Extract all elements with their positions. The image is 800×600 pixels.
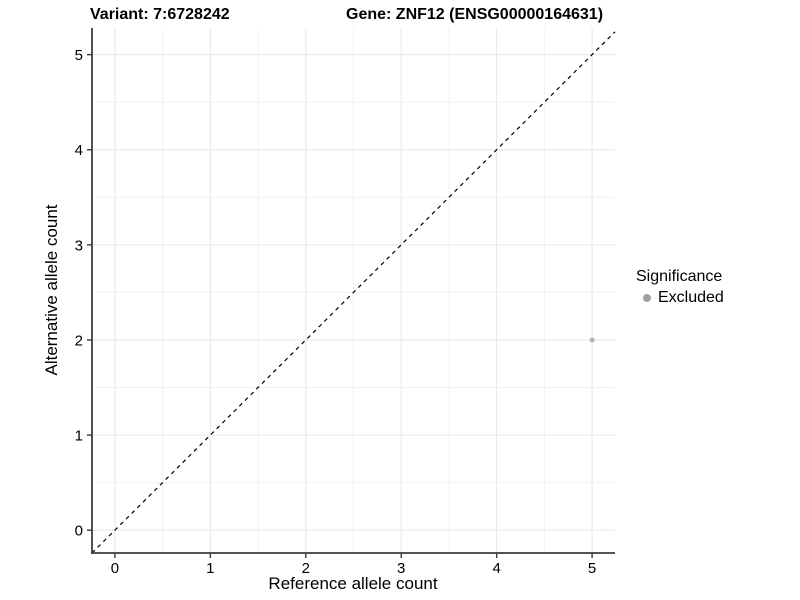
y-tick-label: 0 bbox=[75, 523, 83, 540]
x-axis-title: Reference allele count bbox=[268, 574, 438, 593]
legend-item-excluded: Excluded bbox=[636, 289, 724, 307]
y-tick-label: 3 bbox=[75, 237, 83, 254]
x-tick-label: 1 bbox=[206, 560, 214, 577]
legend-key bbox=[636, 289, 658, 307]
y-tick-label: 4 bbox=[75, 142, 83, 159]
excluded-point-icon bbox=[643, 294, 651, 302]
identity-reference-line bbox=[91, 31, 616, 554]
data-point bbox=[589, 337, 595, 343]
legend-item-label: Excluded bbox=[658, 289, 724, 306]
legend: Significance Excluded bbox=[636, 268, 724, 307]
y-axis-title: Alternative allele count bbox=[42, 204, 61, 376]
x-tick-label: 4 bbox=[492, 560, 500, 577]
legend-title: Significance bbox=[636, 268, 723, 285]
x-tick-label: 5 bbox=[588, 560, 596, 577]
x-tick-label: 2 bbox=[302, 560, 310, 577]
x-tick-label: 3 bbox=[397, 560, 405, 577]
x-tick-label: 0 bbox=[111, 560, 119, 577]
y-tick-label: 2 bbox=[75, 332, 83, 349]
y-tick-label: 5 bbox=[75, 47, 83, 64]
y-tick-label: 1 bbox=[75, 428, 83, 445]
variant-title: Variant: 7:6728242 bbox=[90, 6, 230, 23]
gene-title: Gene: ZNF12 (ENSG00000164631) bbox=[346, 6, 604, 23]
